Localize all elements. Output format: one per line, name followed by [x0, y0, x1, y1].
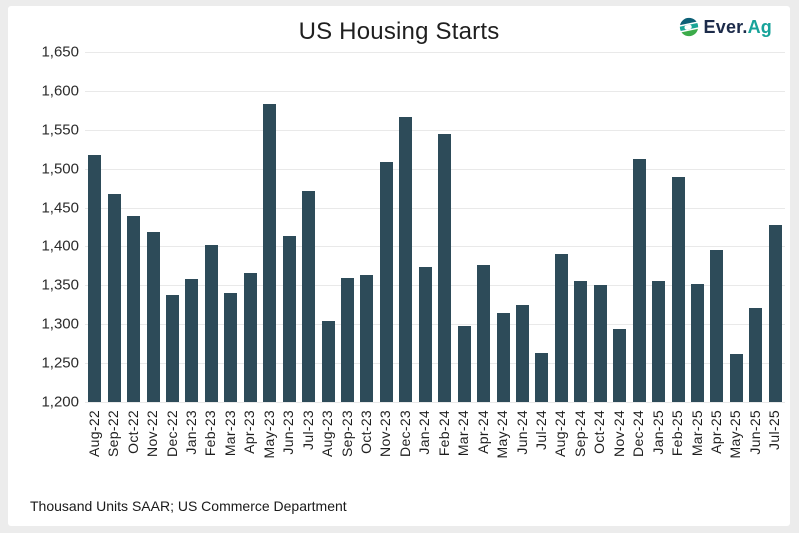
gridline [85, 402, 785, 403]
x-axis-label: Feb-24 [435, 410, 452, 457]
bar-jun-23 [282, 236, 296, 402]
x-axis-label: Oct-24 [591, 410, 608, 454]
bar-mar-25 [691, 283, 704, 402]
x-axis-label: Mar-24 [455, 410, 472, 457]
x-axis-label: Jul-23 [299, 410, 316, 450]
y-axis-tick-label: 1,650 [41, 43, 79, 61]
bar-oct-24 [593, 285, 607, 402]
x-axis-label: Sep-24 [571, 410, 588, 457]
y-axis-tick-label: 1,550 [41, 121, 79, 139]
x-axis-label: Aug-23 [319, 410, 336, 457]
x-axis-label: Oct-22 [124, 410, 141, 454]
x-axis-label: Dec-23 [396, 410, 413, 457]
bar-jan-24 [418, 266, 432, 402]
x-axis-label: Dec-22 [163, 410, 180, 457]
everag-logo-icon [677, 16, 700, 38]
x-axis-label: Oct-23 [357, 410, 374, 454]
x-axis-label: Jun-24 [513, 410, 530, 455]
x-axis-label: May-25 [727, 410, 744, 459]
x-axis-label: Apr-25 [707, 410, 724, 454]
gridline [85, 285, 785, 287]
bar-jan-23 [185, 279, 199, 402]
bar-jul-24 [535, 353, 549, 402]
bar-oct-22 [127, 216, 141, 402]
gridline [85, 246, 785, 248]
gridline [85, 324, 785, 326]
x-axis-label: Sep-22 [105, 410, 122, 457]
y-axis-tick-label: 1,350 [41, 276, 79, 294]
x-axis-label: Aug-22 [85, 410, 102, 457]
bar-dec-24 [632, 158, 646, 402]
x-axis-label: May-23 [260, 410, 277, 459]
bar-dec-22 [166, 294, 179, 402]
bar-aug-24 [554, 254, 568, 402]
bar-jul-23 [302, 191, 316, 402]
gridline [85, 90, 785, 92]
x-axis-label: Jul-25 [766, 410, 783, 450]
bar-feb-24 [438, 133, 452, 402]
gridline [85, 207, 785, 209]
chart-title: US Housing Starts [298, 18, 500, 45]
gridline [85, 363, 785, 365]
plot-area: 1,650 1,600 1,550 1,500 1,450 1,400 1,350 1,300… [41, 44, 785, 458]
bar-may-25 [729, 353, 743, 402]
bar-apr-24 [477, 265, 491, 402]
x-axis-label: Jun-23 [280, 410, 297, 455]
x-axis-label: Nov-24 [610, 410, 627, 457]
bar-dec-23 [399, 116, 413, 402]
bar-apr-25 [710, 249, 724, 402]
bar-jun-25 [749, 307, 763, 402]
x-axis-label: May-24 [494, 410, 511, 459]
bar-aug-23 [321, 321, 335, 402]
bar-may-23 [263, 104, 277, 402]
y-axis-tick-label: 1,450 [41, 199, 79, 217]
y-axis-tick-label: 1,250 [41, 354, 79, 372]
bar-mar-24 [457, 325, 471, 402]
y-axis-tick-label: 1,200 [41, 393, 79, 411]
x-axis-label: Aug-24 [552, 410, 569, 457]
x-axis-label: Jan-24 [416, 410, 433, 455]
bar-jun-24 [516, 304, 529, 402]
bar-sep-24 [574, 281, 588, 402]
bar-aug-22 [88, 154, 102, 402]
y-axis-tick-label: 1,400 [41, 237, 79, 255]
x-axis-label: Apr-24 [474, 410, 491, 454]
x-axis-label: Mar-25 [688, 410, 705, 457]
x-axis-label: Feb-25 [669, 410, 686, 457]
y-axis-tick-label: 1,500 [41, 160, 79, 178]
x-axis-label: Apr-23 [241, 410, 258, 454]
y-axis-tick-label: 1,600 [41, 82, 79, 100]
x-axis-label: Jan-23 [182, 410, 199, 455]
bar-oct-23 [360, 275, 374, 402]
gridline [85, 168, 785, 170]
bar-nov-23 [379, 162, 393, 402]
x-axis-label: Mar-23 [221, 410, 238, 457]
x-axis-label: Feb-23 [202, 410, 219, 457]
gridline [85, 52, 785, 53]
bar-jul-25 [768, 224, 782, 402]
y-axis-tick-label: 1,300 [41, 315, 79, 333]
bar-feb-25 [671, 177, 685, 402]
bar-nov-22 [146, 231, 160, 402]
bar-apr-23 [243, 272, 257, 402]
chart-card: US Housing Starts Ever.Ag 1,650 1,600 1,55… [8, 6, 790, 526]
bar-may-24 [496, 313, 510, 402]
bar-sep-22 [107, 193, 121, 402]
x-axis-label: Sep-23 [338, 410, 355, 457]
source-note: Thousand Units SAAR; US Commerce Departm… [30, 498, 347, 514]
x-axis-label: Dec-24 [630, 410, 647, 457]
bar-jan-25 [652, 280, 666, 402]
bar-nov-24 [613, 328, 627, 402]
everag-logo: Ever.Ag [677, 16, 772, 38]
x-axis-label: Jan-25 [649, 410, 666, 455]
bar-feb-23 [204, 244, 218, 402]
x-axis-label: Jul-24 [532, 410, 549, 450]
x-axis-label: Nov-23 [377, 410, 394, 457]
everag-logo-text: Ever.Ag [703, 16, 772, 37]
bar-mar-23 [224, 293, 238, 402]
bar-sep-23 [341, 277, 354, 402]
x-axis-label: Nov-22 [144, 410, 161, 457]
gridline [85, 129, 785, 131]
x-axis-label: Jun-25 [746, 410, 763, 455]
